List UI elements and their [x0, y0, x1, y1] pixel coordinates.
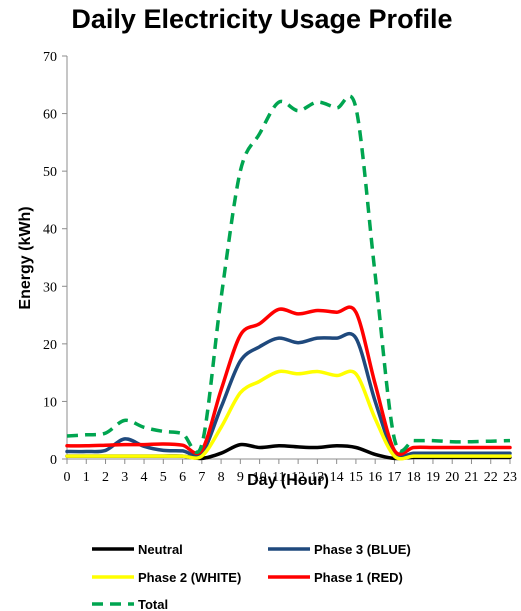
y-tick-label: 40 [43, 223, 57, 238]
series-line-phase-2-white [65, 369, 512, 461]
y-axis-tick-marks [62, 55, 67, 460]
x-tick-label: 20 [445, 470, 459, 485]
x-axis-tick-marks [66, 459, 511, 464]
x-tick-label: 19 [426, 470, 440, 485]
x-tick-label: 22 [484, 470, 498, 485]
y-axis-tick-labels: 0 10 20 30 40 50 60 70 [43, 50, 57, 468]
y-tick-label: 20 [43, 338, 57, 353]
legend-item: Neutral [92, 542, 183, 557]
legend-item: Phase 3 (BLUE) [268, 542, 411, 557]
x-tick-label: 14 [330, 470, 344, 485]
legend-label: Total [138, 597, 168, 611]
y-tick-label: 50 [43, 165, 57, 180]
legend-label: Neutral [138, 542, 183, 557]
series-lines [65, 94, 512, 461]
x-tick-label: 11 [272, 470, 285, 485]
legend-item: Total [92, 597, 168, 611]
x-tick-label: 3 [121, 470, 128, 485]
x-axis-title: Day (Hour) [247, 472, 329, 489]
x-tick-label: 4 [141, 470, 148, 485]
legend-item: Phase 1 (RED) [268, 570, 403, 585]
legend-item: Phase 2 (WHITE) [92, 570, 241, 585]
y-tick-label: 70 [43, 50, 57, 65]
legend-label: Phase 1 (RED) [314, 570, 403, 585]
y-tick-label: 10 [43, 395, 57, 410]
x-tick-label: 13 [310, 470, 324, 485]
chart-title: Daily Electricity Usage Profile [71, 4, 452, 34]
y-axis-title: Energy (kWh) [17, 206, 34, 309]
x-tick-label: 6 [179, 470, 186, 485]
legend-label: Phase 2 (WHITE) [138, 570, 241, 585]
y-tick-label: 60 [43, 108, 57, 123]
x-tick-label: 21 [464, 470, 478, 485]
x-tick-label: 7 [198, 470, 205, 485]
x-tick-label: 17 [387, 470, 401, 485]
x-tick-label: 1 [83, 470, 90, 485]
legend-label: Phase 3 (BLUE) [314, 542, 411, 557]
x-tick-label: 15 [349, 470, 363, 485]
x-tick-label: 10 [253, 470, 267, 485]
x-tick-label: 23 [503, 470, 517, 485]
x-tick-label: 9 [237, 470, 244, 485]
x-tick-label: 16 [368, 470, 382, 485]
y-tick-label: 30 [43, 280, 57, 295]
series-line-phase-3-blue [65, 331, 512, 459]
legend: Neutral Phase 3 (BLUE) Phase 2 (WHITE) Phas… [92, 542, 411, 611]
x-axis-tick-labels: 0 1 2 3 4 5 6 7 8 9 10 11 12 13 14 15 16 17 18 19 20 21 22 23 [64, 470, 518, 485]
x-tick-label: 2 [102, 470, 109, 485]
y-tick-label: 0 [50, 453, 57, 468]
series-line-phase-1-red [65, 305, 512, 457]
x-tick-label: 5 [160, 470, 167, 485]
x-tick-label: 8 [218, 470, 225, 485]
x-tick-label: 0 [64, 470, 71, 485]
series-line-total [66, 94, 511, 455]
x-tick-label: 12 [291, 470, 305, 485]
x-tick-label: 18 [407, 470, 421, 485]
